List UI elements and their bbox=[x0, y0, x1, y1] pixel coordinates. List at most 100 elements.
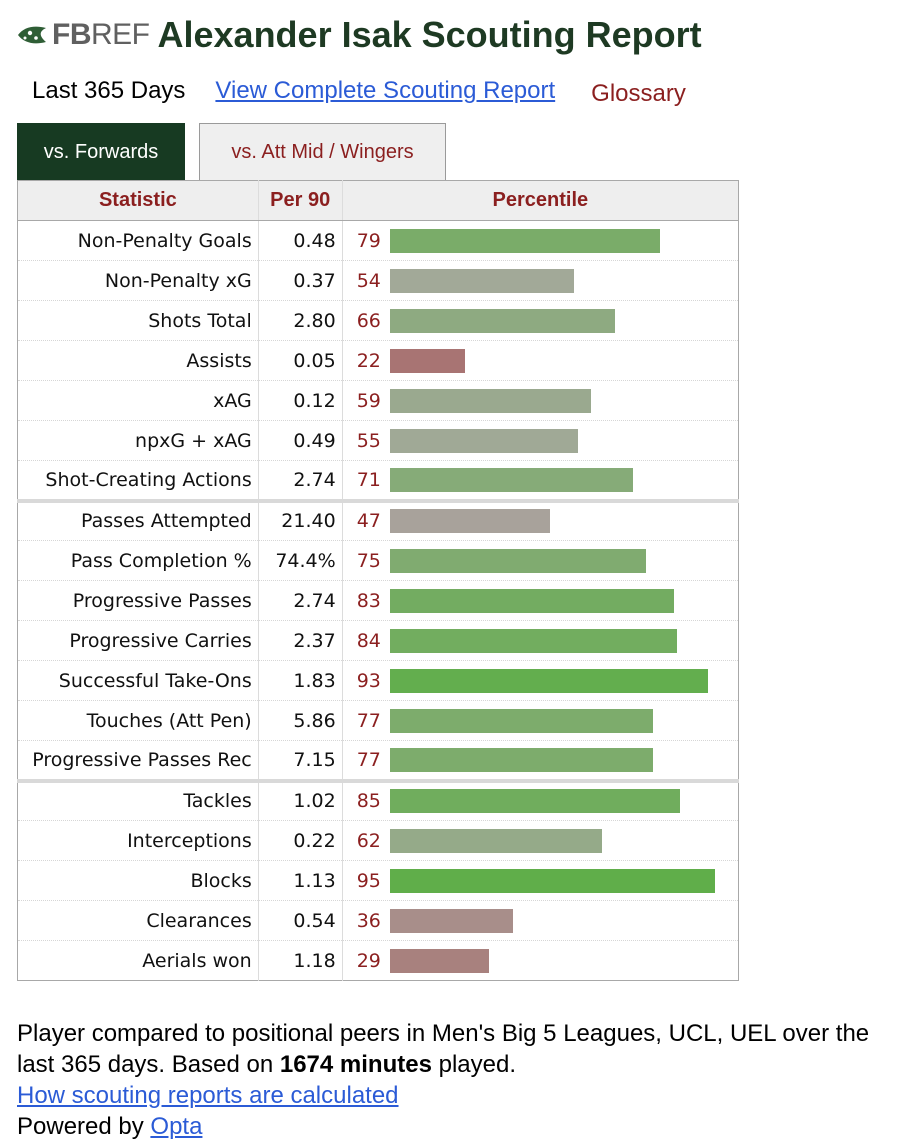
report-subnav: Last 365 Days View Complete Scouting Rep… bbox=[32, 74, 686, 108]
per90-value: 0.12 bbox=[258, 380, 343, 421]
percentile-bar bbox=[389, 668, 708, 693]
percentile-bar bbox=[389, 828, 602, 853]
column-header-percentile[interactable]: Percentile bbox=[342, 180, 739, 221]
percentile-bar bbox=[389, 509, 551, 534]
percentile-value: 95 bbox=[356, 869, 381, 892]
percentile-bar bbox=[389, 467, 633, 492]
percentile-cell: 55 bbox=[342, 420, 739, 461]
stat-name: Shot-Creating Actions bbox=[17, 460, 259, 503]
percentile-bar bbox=[389, 948, 489, 973]
percentile-value: 77 bbox=[356, 748, 381, 771]
per90-value: 1.18 bbox=[258, 940, 343, 981]
table-body: Non-Penalty Goals 0.48 79 Non-Penalty xG 0.3… bbox=[17, 220, 739, 981]
per90-value: 0.05 bbox=[258, 340, 343, 381]
per90-value: 2.74 bbox=[258, 580, 343, 621]
percentile-cell: 83 bbox=[342, 580, 739, 621]
stat-name: Aerials won bbox=[17, 940, 259, 981]
period-label: Last 365 Days bbox=[32, 77, 186, 104]
table-row: Interceptions 0.22 62 bbox=[17, 820, 739, 861]
percentile-cell: 84 bbox=[342, 620, 739, 661]
table-row: npxG + xAG 0.49 55 bbox=[17, 420, 739, 461]
percentile-bar bbox=[389, 789, 681, 814]
table-row: Progressive Passes Rec 7.15 77 bbox=[17, 740, 739, 783]
how-calculated-link[interactable]: How scouting reports are calculated bbox=[17, 1082, 399, 1109]
stat-name: Non-Penalty xG bbox=[17, 260, 259, 301]
percentile-bar bbox=[389, 268, 575, 293]
percentile-value: 66 bbox=[356, 309, 381, 332]
stat-name: Progressive Passes bbox=[17, 580, 259, 621]
percentile-value: 71 bbox=[356, 468, 381, 491]
table-row: Progressive Carries 2.37 84 bbox=[17, 620, 739, 661]
table-row: Shot-Creating Actions 2.74 71 bbox=[17, 460, 739, 503]
stat-name: Assists bbox=[17, 340, 259, 381]
complete-report-link[interactable]: View Complete Scouting Report bbox=[215, 77, 556, 104]
minutes-played: 1674 minutes bbox=[279, 1051, 432, 1078]
percentile-bar bbox=[389, 588, 674, 613]
percentile-value: 22 bbox=[356, 349, 381, 372]
powered-by: Powered by Opta bbox=[17, 1113, 203, 1140]
table-row: Progressive Passes 2.74 83 bbox=[17, 580, 739, 621]
percentile-value: 85 bbox=[356, 790, 381, 813]
percentile-cell: 79 bbox=[342, 220, 739, 261]
percentile-bar bbox=[389, 628, 677, 653]
percentile-bar bbox=[389, 908, 513, 933]
stat-name: Passes Attempted bbox=[17, 500, 259, 541]
report-footer: Player compared to positional peers in M… bbox=[17, 1018, 897, 1142]
per90-value: 74.4% bbox=[258, 540, 343, 581]
comparison-note: Player compared to positional peers in M… bbox=[17, 1020, 870, 1078]
stat-name: Pass Completion % bbox=[17, 540, 259, 581]
table-row: Non-Penalty xG 0.37 54 bbox=[17, 260, 739, 301]
percentile-value: 75 bbox=[356, 549, 381, 572]
logo-wordmark: FBREF bbox=[52, 18, 150, 51]
fbref-logo[interactable]: FBREF bbox=[16, 14, 150, 56]
percentile-value: 29 bbox=[356, 949, 381, 972]
percentile-bar bbox=[389, 868, 715, 893]
scouting-table: Statistic Per 90 Percentile Non-Penalty … bbox=[17, 180, 739, 981]
percentile-cell: 29 bbox=[342, 941, 738, 981]
per90-value: 7.15 bbox=[258, 740, 343, 783]
fbref-leaf-icon bbox=[18, 26, 46, 44]
stat-name: Interceptions bbox=[17, 820, 259, 861]
table-header-row: Statistic Per 90 Percentile bbox=[17, 180, 739, 221]
percentile-cell: 66 bbox=[342, 300, 739, 341]
percentile-value: 59 bbox=[356, 389, 381, 412]
column-header-per90[interactable]: Per 90 bbox=[258, 180, 343, 221]
comparison-tabs: vs. Forwards vs. Att Mid / Wingers bbox=[17, 123, 446, 181]
percentile-cell: 36 bbox=[342, 900, 739, 941]
table-row: Aerials won 1.18 29 bbox=[17, 940, 739, 981]
table-row: Tackles 1.02 85 bbox=[17, 780, 739, 821]
per90-value: 5.86 bbox=[258, 700, 343, 741]
percentile-cell: 71 bbox=[342, 460, 739, 503]
opta-link[interactable]: Opta bbox=[150, 1113, 203, 1140]
stat-name: Progressive Passes Rec bbox=[17, 740, 259, 783]
percentile-cell: 95 bbox=[342, 860, 739, 901]
column-header-statistic[interactable]: Statistic bbox=[17, 180, 259, 221]
percentile-cell: 59 bbox=[342, 380, 739, 421]
tab-vs-att-mid-wingers[interactable]: vs. Att Mid / Wingers bbox=[199, 123, 446, 181]
percentile-cell: 47 bbox=[342, 500, 739, 541]
table-row: Blocks 1.13 95 bbox=[17, 860, 739, 901]
percentile-bar bbox=[389, 228, 660, 253]
percentile-value: 79 bbox=[356, 229, 381, 252]
per90-value: 0.22 bbox=[258, 820, 343, 861]
percentile-cell: 85 bbox=[342, 780, 739, 821]
stat-name: xAG bbox=[17, 380, 259, 421]
per90-value: 0.48 bbox=[258, 220, 343, 261]
percentile-bar bbox=[389, 747, 654, 772]
percentile-value: 83 bbox=[356, 589, 381, 612]
tab-vs-forwards[interactable]: vs. Forwards bbox=[17, 123, 185, 181]
table-row: Successful Take-Ons 1.83 93 bbox=[17, 660, 739, 701]
percentile-cell: 93 bbox=[342, 660, 739, 701]
per90-value: 0.54 bbox=[258, 900, 343, 941]
glossary-link[interactable]: Glossary bbox=[591, 80, 686, 107]
table-row: Clearances 0.54 36 bbox=[17, 900, 739, 941]
percentile-cell: 77 bbox=[342, 700, 739, 741]
percentile-value: 62 bbox=[356, 829, 381, 852]
per90-value: 1.83 bbox=[258, 660, 343, 701]
percentile-value: 36 bbox=[356, 909, 381, 932]
percentile-cell: 62 bbox=[342, 820, 739, 861]
percentile-value: 54 bbox=[356, 269, 381, 292]
per90-value: 1.02 bbox=[258, 780, 343, 821]
table-row: Non-Penalty Goals 0.48 79 bbox=[17, 220, 739, 261]
stat-name: Successful Take-Ons bbox=[17, 660, 259, 701]
